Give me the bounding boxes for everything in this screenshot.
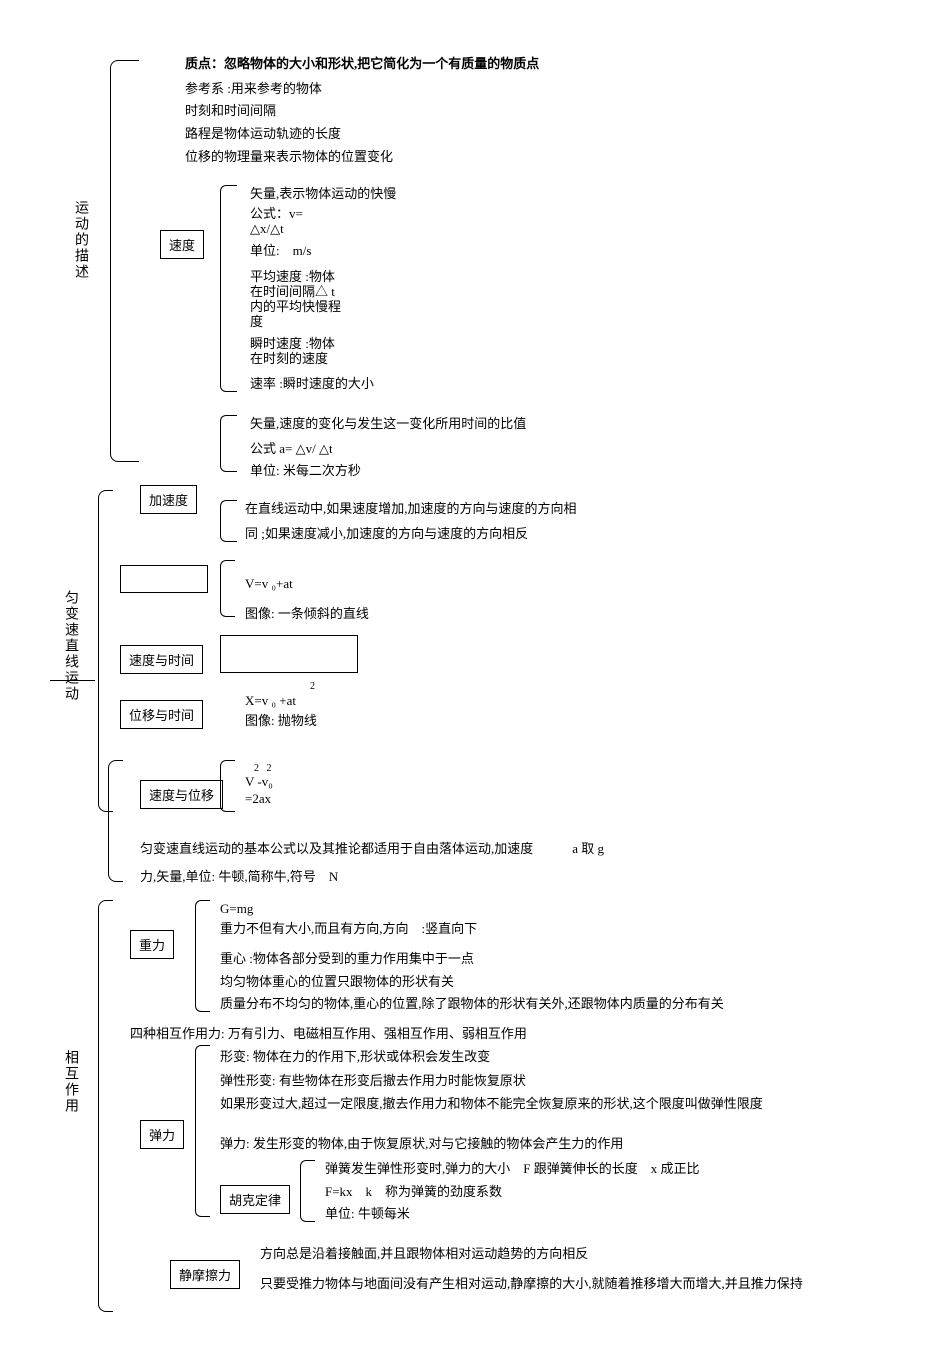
accel-2: 单位: 米每二次方秒 xyxy=(250,462,361,480)
accel-1: 公式 a= △v/ △t xyxy=(250,440,333,458)
speed-2: △x/△t xyxy=(250,220,284,238)
hooke-box: 胡克定律 xyxy=(220,1185,290,1214)
e-2: 如果形变过大,超过一定限度,撤去作用力和物体不能完全恢复原来的形状,这个限度叫做… xyxy=(220,1095,763,1113)
xt-sup: 2 xyxy=(310,680,315,694)
speed-label: 速度 xyxy=(169,238,195,253)
gravity-label: 重力 xyxy=(139,938,165,953)
section1-title: 运动的描述 xyxy=(70,200,90,280)
freefall: 匀变速直线运动的基本公式以及其推论都适用于自由落体运动,加速度 a 取 g xyxy=(140,840,604,858)
section3-title: 相互作用 xyxy=(60,1050,80,1114)
hooke-brace xyxy=(300,1160,315,1222)
elastic-brace xyxy=(195,1045,210,1217)
h-1: F=kx k 称为弹簧的劲度系数 xyxy=(325,1183,502,1201)
accel-item-1: 同 ;如果速度减小,加速度的方向与速度的方向相反 xyxy=(245,525,528,543)
hooke-label: 胡克定律 xyxy=(229,1193,281,1208)
h-2: 单位: 牛顿每米 xyxy=(325,1205,410,1223)
e-0: 形变: 物体在力的作用下,形状或体积会发生改变 xyxy=(220,1048,490,1066)
xt-0: X=v ₀ +at xyxy=(245,692,296,710)
vt-label: 速度与时间 xyxy=(129,653,194,668)
speed-brace xyxy=(220,185,237,392)
xt-label: 位移与时间 xyxy=(129,708,194,723)
section3-brace xyxy=(98,900,113,1312)
accel-box: 加速度 xyxy=(140,485,197,514)
vx-brace xyxy=(220,760,235,812)
speed-9: 在时刻的速度 xyxy=(250,350,328,368)
vt-brace xyxy=(220,560,235,617)
e-3: 弹力: 发生形变的物体,由于恢复原状,对与它接触的物体会产生力的作用 xyxy=(220,1135,623,1153)
four-forces: 四种相互作用力: 万有引力、电磁相互作用、强相互作用、弱相互作用 xyxy=(130,1025,527,1043)
vx-1: =2ax xyxy=(245,790,271,808)
accel-0: 矢量,速度的变化与发生这一变化所用时间的比值 xyxy=(250,415,526,433)
g-3: 均匀物体重心的位置只跟物体的形状有关 xyxy=(220,973,454,991)
e-1: 弹性形变: 有些物体在形变后撤去作用力时能恢复原状 xyxy=(220,1072,526,1090)
vx-0: V -v₀ xyxy=(245,773,273,791)
diagram-root: 运动的描述 质点：忽略物体的大小和形状,把它简化为一个有质量的物质点 参考系 :… xyxy=(20,20,930,1330)
s1-item-3: 路程是物体运动轨迹的长度 xyxy=(185,125,341,143)
h-0: 弹簧发生弹性形变时,弹力的大小 F 跟弹簧伸长的长度 x 成正比 xyxy=(325,1160,699,1178)
speed-6: 内的平均快慢程 xyxy=(250,298,341,316)
s1-item-2: 时刻和时间间隔 xyxy=(185,102,276,120)
accel-sub-brace xyxy=(220,415,237,472)
g-1: 重力不但有大小,而且有方向,方向 :竖直向下 xyxy=(220,920,477,938)
section2-underline xyxy=(50,680,95,681)
gravity-box: 重力 xyxy=(130,930,174,959)
force-unit: 力,矢量,单位: 牛顿,简称牛,符号 N xyxy=(140,868,338,886)
vt-0: V=v ₀+at xyxy=(245,575,293,593)
elastic-box: 弹力 xyxy=(140,1120,184,1149)
f-1: 只要受推力物体与地面间没有产生相对运动,静摩擦的大小,就随着推移增大而增大,并且… xyxy=(260,1275,803,1293)
s1-item-1: 参考系 :用来参考的物体 xyxy=(185,80,322,98)
friction-box: 静摩擦力 xyxy=(170,1260,240,1289)
g-4: 质量分布不均匀的物体,重心的位置,除了跟物体的形状有关外,还跟物体内质量的分布有… xyxy=(220,995,724,1013)
speed-7: 度 xyxy=(250,313,263,331)
speed-0: 矢量,表示物体运动的快慢 xyxy=(250,185,396,203)
vx-label: 速度与位移 xyxy=(149,788,214,803)
section1-brace xyxy=(110,60,139,462)
s1-item-0: 质点：忽略物体的大小和形状,把它简化为一个有质量的物质点 xyxy=(185,55,539,73)
speed-box: 速度 xyxy=(160,230,204,259)
xt-1: 图像: 抛物线 xyxy=(245,712,317,730)
empty-box-1 xyxy=(120,565,208,593)
s1-item-4: 位移的物理量来表示物体的位置变化 xyxy=(185,148,393,166)
g-2: 重心 :物体各部分受到的重力作用集中于一点 xyxy=(220,950,474,968)
accel-label: 加速度 xyxy=(149,493,188,508)
accel-item-0: 在直线运动中,如果速度增加,加速度的方向与速度的方向相 xyxy=(245,500,577,518)
xt-box: 位移与时间 xyxy=(120,700,203,729)
vx-box: 速度与位移 xyxy=(140,780,223,809)
friction-label: 静摩擦力 xyxy=(179,1268,231,1283)
s2-right-brace xyxy=(108,760,123,882)
f-0: 方向总是沿着接触面,并且跟物体相对运动趋势的方向相反 xyxy=(260,1245,588,1263)
section2-title: 匀变速直线运动 xyxy=(60,590,80,702)
elastic-label: 弹力 xyxy=(149,1128,175,1143)
speed-10: 速率 :瞬时速度的大小 xyxy=(250,375,374,393)
g-0: G=mg xyxy=(220,900,253,918)
vt-1: 图像: 一条倾斜的直线 xyxy=(245,605,369,623)
speed-3: 单位: m/s xyxy=(250,242,311,260)
gravity-brace xyxy=(195,900,210,1012)
vt-box: 速度与时间 xyxy=(120,645,203,674)
empty-box-2 xyxy=(220,635,358,673)
accel-brace2 xyxy=(220,500,237,542)
